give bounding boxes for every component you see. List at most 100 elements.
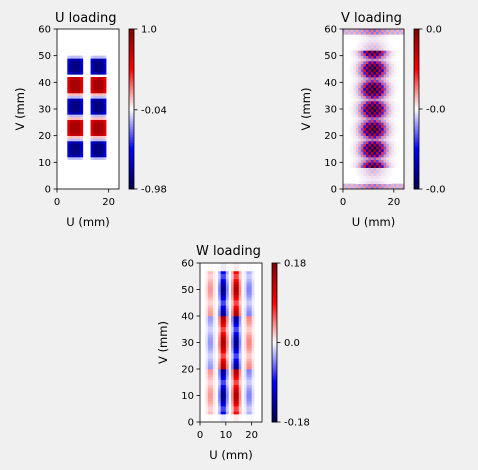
colorbar-segment bbox=[272, 372, 277, 375]
colorbar-segment bbox=[272, 394, 277, 397]
heatmap-cell bbox=[90, 58, 94, 62]
heatmap-cell bbox=[69, 135, 73, 139]
heatmap-cell bbox=[378, 175, 382, 179]
heatmap-cell bbox=[80, 130, 84, 134]
heatmap-cell bbox=[215, 286, 219, 290]
heatmap-cell bbox=[360, 125, 364, 128]
heatmap-cell bbox=[376, 133, 379, 136]
heatmap-cell bbox=[218, 403, 221, 407]
heatmap-cell bbox=[233, 403, 237, 407]
heatmap-cell bbox=[95, 106, 99, 110]
colorbar-segment bbox=[129, 149, 134, 152]
heatmap-cell bbox=[205, 358, 209, 362]
heatmap-cell bbox=[373, 93, 377, 96]
heatmap-cell bbox=[246, 398, 250, 402]
heatmap-cell bbox=[212, 276, 216, 280]
heatmap-cell bbox=[95, 114, 99, 118]
heatmap-cell bbox=[365, 135, 369, 139]
heatmap-cell bbox=[95, 93, 99, 96]
colorbar-segment bbox=[272, 330, 277, 333]
heatmap-cell bbox=[393, 149, 397, 152]
heatmap-cell bbox=[251, 276, 255, 280]
heatmap-cell bbox=[355, 181, 359, 184]
heatmap-cell bbox=[238, 308, 242, 311]
heatmap-cell bbox=[231, 406, 234, 410]
heatmap-cell bbox=[225, 265, 229, 269]
colorbar-segment bbox=[272, 370, 277, 373]
heatmap-cell bbox=[205, 302, 209, 306]
heatmap-cell bbox=[388, 109, 392, 112]
heatmap-cell bbox=[251, 403, 255, 407]
heatmap-cell bbox=[249, 305, 252, 309]
heatmap-cell bbox=[103, 87, 107, 91]
heatmap-cell bbox=[246, 416, 250, 420]
heatmap-cell bbox=[233, 369, 237, 372]
heatmap-cell bbox=[355, 34, 359, 38]
heatmap-cell bbox=[373, 98, 377, 102]
heatmap-cell bbox=[350, 135, 354, 139]
colorbar-segment bbox=[129, 79, 134, 82]
heatmap-cell bbox=[225, 263, 229, 266]
colorbar-segment bbox=[414, 111, 419, 114]
colorbar-tick-label: -0.0 bbox=[426, 105, 446, 116]
heatmap-cell bbox=[238, 278, 242, 282]
heatmap-cell bbox=[365, 178, 369, 182]
heatmap-cell bbox=[233, 265, 237, 269]
heatmap-cell bbox=[205, 294, 209, 298]
heatmap-cell bbox=[231, 355, 234, 359]
heatmap-cell bbox=[350, 85, 354, 88]
heatmap-cell bbox=[350, 69, 354, 72]
heatmap-cell bbox=[69, 66, 73, 70]
heatmap-cell bbox=[80, 149, 84, 152]
heatmap-cell bbox=[231, 294, 234, 298]
heatmap-cell bbox=[69, 154, 73, 158]
heatmap-cell bbox=[236, 308, 240, 311]
heatmap-cell bbox=[378, 127, 382, 131]
heatmap-cell bbox=[365, 175, 369, 179]
heatmap-cell bbox=[100, 149, 104, 152]
heatmap-cell bbox=[396, 29, 400, 32]
heatmap-cell bbox=[225, 305, 229, 309]
y-tick-label: 10 bbox=[38, 158, 51, 169]
heatmap-cell bbox=[75, 149, 78, 152]
heatmap-cell bbox=[218, 300, 221, 304]
heatmap-cell bbox=[363, 66, 367, 70]
heatmap-cell bbox=[218, 278, 221, 282]
colorbar-segment bbox=[414, 53, 419, 56]
heatmap-cell bbox=[72, 58, 76, 62]
heatmap-cell bbox=[360, 39, 364, 43]
heatmap-cell bbox=[103, 61, 107, 64]
heatmap-cell bbox=[212, 411, 216, 415]
heatmap-cell bbox=[223, 308, 227, 311]
heatmap-cell bbox=[246, 305, 250, 309]
heatmap-cell bbox=[75, 82, 78, 86]
heatmap-cell bbox=[370, 29, 374, 32]
heatmap-cell bbox=[233, 355, 237, 359]
heatmap-cell bbox=[365, 167, 369, 171]
heatmap-cell bbox=[243, 361, 247, 364]
heatmap-cell bbox=[231, 323, 234, 327]
heatmap-cell bbox=[373, 143, 377, 147]
heatmap-cell bbox=[388, 130, 392, 134]
heatmap-cell bbox=[378, 146, 382, 150]
heatmap-cell bbox=[220, 342, 224, 346]
heatmap-cell bbox=[368, 159, 372, 163]
heatmap-cell bbox=[205, 395, 209, 399]
heatmap-cell bbox=[386, 141, 390, 144]
heatmap-cell bbox=[350, 71, 354, 75]
heatmap-cell bbox=[215, 387, 219, 391]
heatmap-cell bbox=[205, 329, 209, 333]
heatmap-cell bbox=[69, 85, 73, 88]
heatmap-cell bbox=[98, 85, 102, 88]
heatmap-cell bbox=[350, 63, 354, 67]
heatmap-cell bbox=[231, 376, 234, 380]
heatmap-cell bbox=[205, 286, 209, 290]
heatmap-cell bbox=[67, 69, 71, 72]
heatmap-cell bbox=[100, 63, 104, 67]
colorbar-segment bbox=[414, 59, 419, 62]
heatmap-cell bbox=[388, 181, 392, 184]
heatmap-cell bbox=[360, 133, 364, 136]
heatmap-cell bbox=[251, 326, 255, 330]
colorbar-segment bbox=[129, 109, 134, 112]
heatmap-cell bbox=[358, 66, 362, 70]
